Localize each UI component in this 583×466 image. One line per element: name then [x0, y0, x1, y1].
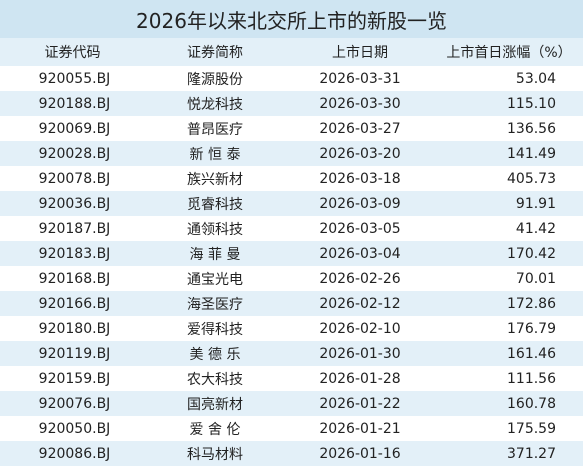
- cell-listing-date: 2026-01-22: [319, 395, 401, 412]
- cell-listing-date: 2026-03-31: [319, 70, 401, 87]
- cell-first-day-gain: 136.56: [507, 120, 556, 137]
- cell-stock-code: 920028.BJ: [38, 145, 111, 162]
- cell-listing-date: 2026-01-16: [319, 445, 401, 462]
- cell-first-day-gain: 175.59: [507, 420, 556, 437]
- cell-first-day-gain: 170.42: [507, 245, 556, 262]
- header-stock-name: 证券简称: [187, 45, 243, 61]
- table-row: 920166.BJ 海圣医疗 2026-02-12 172.86: [0, 291, 583, 316]
- table-row: 920159.BJ 农大科技 2026-01-28 111.56: [0, 366, 583, 391]
- cell-stock-name: 爱 舍 伦: [189, 421, 241, 438]
- table-row: 920055.BJ 隆源股份 2026-03-31 53.04: [0, 66, 583, 91]
- cell-listing-date: 2026-02-26: [319, 270, 401, 287]
- cell-first-day-gain: 115.10: [507, 95, 556, 112]
- cell-listing-date: 2026-01-21: [319, 420, 401, 437]
- cell-stock-code: 920076.BJ: [38, 395, 111, 412]
- cell-first-day-gain: 161.46: [507, 345, 556, 362]
- cell-listing-date: 2026-03-27: [319, 120, 401, 137]
- cell-first-day-gain: 371.27: [507, 445, 556, 462]
- cell-stock-name: 族兴新材: [187, 171, 243, 188]
- table-row: 920078.BJ 族兴新材 2026-03-18 405.73: [0, 166, 583, 191]
- cell-stock-code: 920166.BJ: [38, 295, 111, 312]
- cell-stock-name: 科马材料: [187, 446, 243, 463]
- cell-stock-name: 觅睿科技: [187, 196, 243, 213]
- cell-stock-name: 美 德 乐: [189, 346, 241, 363]
- cell-listing-date: 2026-03-30: [319, 95, 401, 112]
- table-title: 2026年以来北交所上市的新股一览: [0, 0, 583, 38]
- table-header-row: 证券代码 证券简称 上市日期 上市首日涨幅（%）: [0, 38, 583, 66]
- cell-stock-name: 农大科技: [187, 371, 243, 388]
- cell-stock-code: 920159.BJ: [38, 370, 111, 387]
- table-row: 920188.BJ 悦龙科技 2026-03-30 115.10: [0, 91, 583, 116]
- table-row: 920050.BJ 爱 舍 伦 2026-01-21 175.59: [0, 416, 583, 441]
- cell-listing-date: 2026-02-10: [319, 320, 401, 337]
- cell-stock-code: 920168.BJ: [38, 270, 111, 287]
- header-listing-date: 上市日期: [332, 45, 388, 61]
- cell-stock-code: 920069.BJ: [38, 120, 111, 137]
- cell-listing-date: 2026-03-05: [319, 220, 401, 237]
- cell-listing-date: 2026-03-09: [319, 195, 401, 212]
- cell-listing-date: 2026-03-18: [319, 170, 401, 187]
- cell-listing-date: 2026-01-28: [319, 370, 401, 387]
- cell-stock-code: 920188.BJ: [38, 95, 111, 112]
- cell-stock-name: 隆源股份: [187, 71, 243, 88]
- cell-stock-name: 新 恒 泰: [189, 146, 241, 163]
- table-row: 920076.BJ 国亮新材 2026-01-22 160.78: [0, 391, 583, 416]
- cell-first-day-gain: 91.91: [515, 195, 556, 212]
- cell-listing-date: 2026-03-04: [319, 245, 401, 262]
- cell-stock-code: 920050.BJ: [38, 420, 111, 437]
- cell-stock-code: 920187.BJ: [38, 220, 111, 237]
- cell-stock-code: 920119.BJ: [38, 345, 111, 362]
- cell-stock-name: 通领科技: [187, 221, 243, 238]
- cell-first-day-gain: 111.56: [507, 370, 556, 387]
- cell-first-day-gain: 41.42: [515, 220, 556, 237]
- cell-first-day-gain: 172.86: [507, 295, 556, 312]
- cell-stock-name: 通宝光电: [187, 271, 243, 288]
- ipo-table: 证券代码 证券简称 上市日期 上市首日涨幅（%） 920055.BJ 隆源股份 …: [0, 38, 583, 466]
- table-row: 920119.BJ 美 德 乐 2026-01-30 161.46: [0, 341, 583, 366]
- cell-listing-date: 2026-01-30: [319, 345, 401, 362]
- cell-first-day-gain: 160.78: [507, 395, 556, 412]
- cell-first-day-gain: 53.04: [515, 70, 556, 87]
- cell-listing-date: 2026-03-20: [319, 145, 401, 162]
- table-row: 920180.BJ 爱得科技 2026-02-10 176.79: [0, 316, 583, 341]
- cell-listing-date: 2026-02-12: [319, 295, 401, 312]
- cell-first-day-gain: 405.73: [507, 170, 556, 187]
- table-row: 920036.BJ 觅睿科技 2026-03-09 91.91: [0, 191, 583, 216]
- header-first-day-gain: 上市首日涨幅（%）: [446, 45, 572, 61]
- table-row: 920183.BJ 海 菲 曼 2026-03-04 170.42: [0, 241, 583, 266]
- table-row: 920069.BJ 普昂医疗 2026-03-27 136.56: [0, 116, 583, 141]
- cell-first-day-gain: 176.79: [507, 320, 556, 337]
- cell-first-day-gain: 141.49: [507, 145, 556, 162]
- cell-stock-name: 国亮新材: [187, 396, 243, 413]
- table-row: 920168.BJ 通宝光电 2026-02-26 70.01: [0, 266, 583, 291]
- cell-stock-code: 920183.BJ: [38, 245, 111, 262]
- cell-stock-name: 爱得科技: [187, 321, 243, 338]
- cell-stock-code: 920036.BJ: [38, 195, 111, 212]
- cell-stock-name: 普昂医疗: [187, 121, 243, 138]
- table-row: 920187.BJ 通领科技 2026-03-05 41.42: [0, 216, 583, 241]
- table-row: 920028.BJ 新 恒 泰 2026-03-20 141.49: [0, 141, 583, 166]
- table-row: 920086.BJ 科马材料 2026-01-16 371.27: [0, 441, 583, 466]
- cell-stock-name: 海 菲 曼: [189, 246, 241, 263]
- header-stock-code: 证券代码: [44, 45, 101, 61]
- cell-stock-name: 海圣医疗: [187, 296, 243, 313]
- cell-stock-code: 920086.BJ: [38, 445, 111, 462]
- cell-first-day-gain: 70.01: [515, 270, 556, 287]
- cell-stock-code: 920055.BJ: [38, 70, 111, 87]
- cell-stock-code: 920078.BJ: [38, 170, 111, 187]
- cell-stock-code: 920180.BJ: [38, 320, 111, 337]
- table-body: 920055.BJ 隆源股份 2026-03-31 53.04 920188.B…: [0, 66, 583, 466]
- cell-stock-name: 悦龙科技: [187, 96, 243, 113]
